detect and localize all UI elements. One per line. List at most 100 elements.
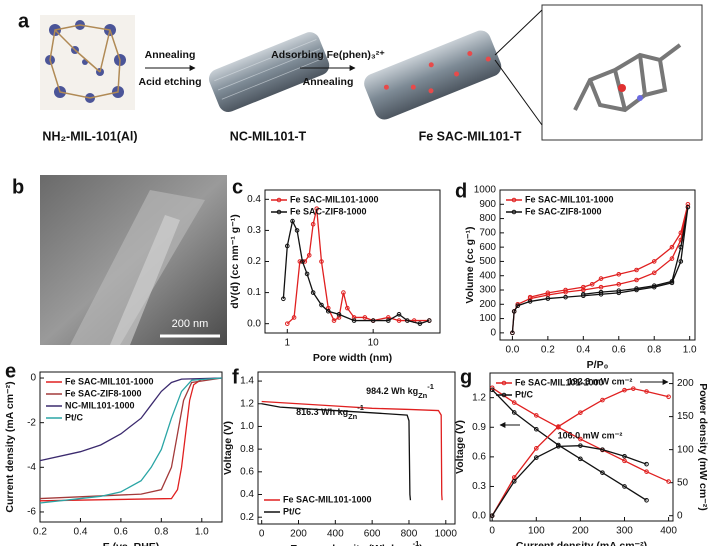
data-point xyxy=(589,281,595,287)
data-point xyxy=(396,312,402,317)
data-point xyxy=(534,426,539,432)
data-point xyxy=(578,436,583,442)
panel-label: b xyxy=(12,176,24,198)
legend-marker xyxy=(511,209,517,215)
series-line xyxy=(282,219,430,325)
series-line xyxy=(261,400,443,501)
data-point xyxy=(304,271,310,277)
data-point xyxy=(644,469,649,474)
data-point xyxy=(314,206,320,211)
text-part: -1 xyxy=(357,403,364,412)
panel-label: d xyxy=(455,180,467,202)
tube-nc xyxy=(208,32,330,113)
data-point xyxy=(634,286,639,291)
y-tick-label: 0 xyxy=(30,373,36,384)
data-point xyxy=(598,276,604,281)
data-point xyxy=(534,455,539,460)
panel-label: g xyxy=(460,366,472,388)
series-line xyxy=(491,389,647,501)
data-point xyxy=(616,288,622,294)
data-point xyxy=(644,461,649,467)
data-point xyxy=(622,458,627,464)
legend-label: Fe SAC-MIL101-1000 xyxy=(515,377,604,387)
x-tick-label: 0.4 xyxy=(576,345,590,356)
x-tick-label: 0.0 xyxy=(505,345,519,356)
data-point xyxy=(417,321,423,326)
data-point xyxy=(362,315,368,320)
y2-tick-label: 200 xyxy=(677,378,694,389)
x-tick-label: 200 xyxy=(290,529,307,540)
data-point xyxy=(370,318,376,323)
x-tick-label: 0 xyxy=(489,526,495,537)
sem-image xyxy=(40,175,227,345)
x-axis-label: Pore width (nm) xyxy=(313,352,392,364)
data-point xyxy=(598,291,604,297)
legend-label: Fe SAC-MIL101-1000 xyxy=(65,376,154,386)
panel-label: f xyxy=(232,366,239,388)
panel-label: a xyxy=(18,10,30,32)
x-tick-label: 0.8 xyxy=(154,527,168,538)
legend-marker xyxy=(276,197,282,203)
data-point xyxy=(310,221,316,227)
data-point xyxy=(678,259,684,264)
x-axis-label: P/P₀ xyxy=(587,359,609,371)
data-point xyxy=(527,299,533,304)
data-point xyxy=(511,400,517,405)
y-tick-label: 1.2 xyxy=(240,398,254,409)
text-part: ) xyxy=(419,543,423,546)
text-part: -1 xyxy=(413,539,420,546)
annotation: 106.0 mW cm⁻² xyxy=(558,430,623,440)
data-point xyxy=(294,228,300,233)
data-point xyxy=(616,290,622,296)
legend-label: Fe SAC-MIL101-1000 xyxy=(525,194,614,204)
data-point xyxy=(644,497,649,503)
data-point xyxy=(319,259,324,264)
data-point xyxy=(331,318,337,323)
data-point xyxy=(563,289,568,295)
data-point xyxy=(527,294,533,300)
plot-frame xyxy=(489,372,674,522)
text-part: 984.2 Wh kg xyxy=(366,386,418,396)
data-point xyxy=(511,309,517,314)
y-tick-label: 400 xyxy=(479,270,496,281)
x-tick-label: 200 xyxy=(572,526,589,537)
x-tick-label: 0.6 xyxy=(612,345,626,356)
y-tick-label: 100 xyxy=(479,313,496,324)
y-tick-label: 0.6 xyxy=(472,452,486,463)
data-point xyxy=(651,270,657,276)
y-axis-label: Voltage (V) xyxy=(222,421,234,475)
y2-tick-label: 0 xyxy=(677,510,683,521)
data-point xyxy=(622,484,627,489)
data-point xyxy=(534,446,539,451)
data-point xyxy=(300,259,305,264)
series-line xyxy=(491,445,647,517)
y-axis-label: Volume (cc g⁻¹) xyxy=(464,226,476,303)
material-name: NH₂-MIL-101(Al) xyxy=(42,129,137,143)
zoom-box xyxy=(494,4,703,141)
x-tick-label: 1.0 xyxy=(683,345,697,356)
data-point xyxy=(341,290,346,295)
y-tick-label: 1.4 xyxy=(240,376,254,387)
data-point xyxy=(616,281,622,287)
y-tick-label: 0 xyxy=(490,327,496,338)
x-tick-label: 1.0 xyxy=(195,527,209,538)
x-axis-label: E (vs. RHE) xyxy=(103,541,160,546)
data-point xyxy=(405,318,410,323)
material-name: NC-MIL101-T xyxy=(230,129,307,143)
series-line xyxy=(39,377,223,500)
x-tick-label: 0.2 xyxy=(541,345,555,356)
y-tick-label: 0.1 xyxy=(247,287,261,298)
x-tick-label: 400 xyxy=(327,529,344,540)
text-part: Energy density (Wh kg xyxy=(290,543,403,546)
text-part: Zn xyxy=(348,412,358,421)
series-line xyxy=(491,387,669,517)
data-point xyxy=(669,256,675,261)
x-tick-label: 10 xyxy=(368,338,380,349)
x-tick-label: 400 xyxy=(660,526,677,537)
data-point xyxy=(325,308,331,314)
data-point xyxy=(345,305,350,311)
y-axis-label: dV(d) (cc nm⁻¹ g⁻¹) xyxy=(229,214,241,309)
data-point xyxy=(306,252,312,258)
data-point xyxy=(426,318,432,323)
data-point xyxy=(385,318,391,323)
